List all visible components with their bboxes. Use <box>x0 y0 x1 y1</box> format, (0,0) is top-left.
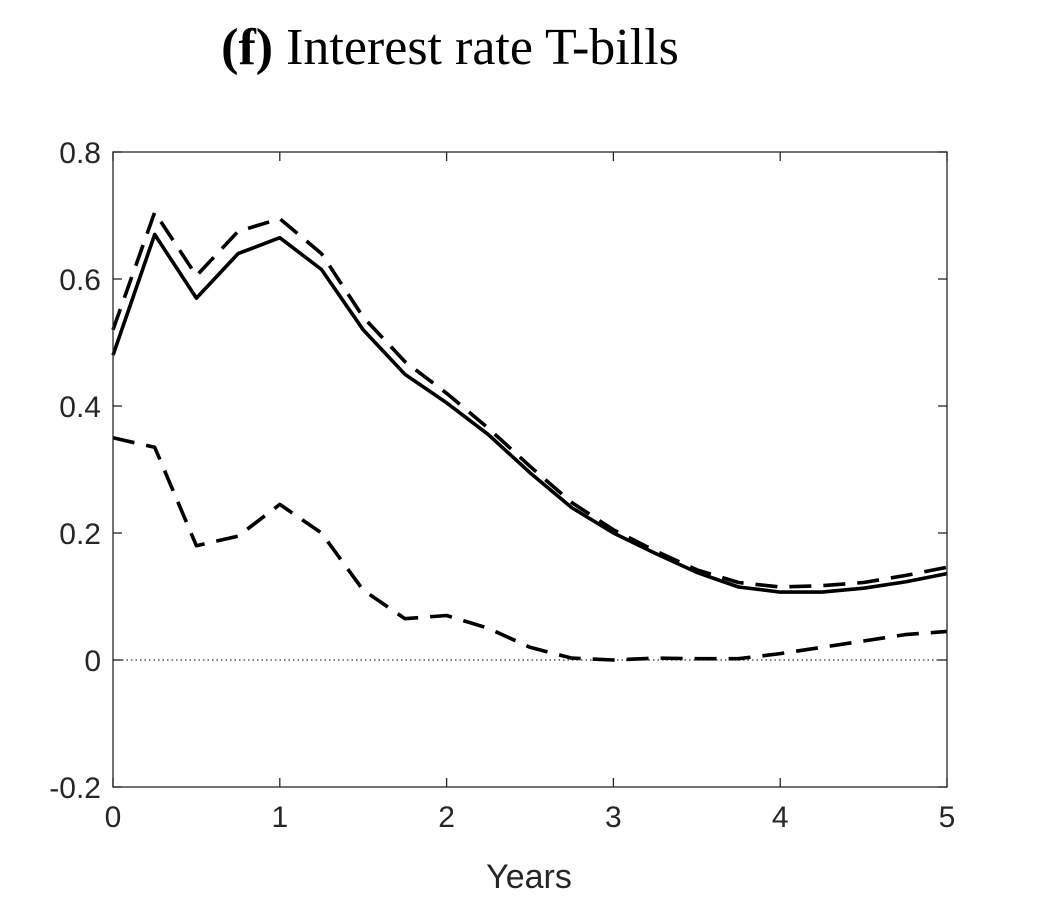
x-tick-label: 3 <box>605 801 622 834</box>
series-line-solid <box>111 232 948 594</box>
plot-area <box>111 210 948 662</box>
y-tick-label: -0.2 <box>49 772 101 805</box>
y-tick-label: 0.6 <box>59 264 101 297</box>
series-line-dashed-lower <box>112 436 948 662</box>
y-tick-label: 0.4 <box>59 391 101 424</box>
x-tick-label: 1 <box>271 801 288 834</box>
x-tick-label: 5 <box>939 801 956 834</box>
x-tick-label: 2 <box>438 801 455 834</box>
chart-title-text: Interest rate T-bills <box>286 19 679 76</box>
x-tick-label: 0 <box>105 801 122 834</box>
series-line-dashed-upper <box>111 210 948 589</box>
axes: 0 1 2 3 4 5-0.200.20.40.60.8 <box>49 137 955 834</box>
chart-title: (f) Interest rate T-bills <box>0 18 900 77</box>
y-tick-label: 0 <box>84 645 101 678</box>
x-tick-label: 4 <box>772 801 789 834</box>
panel-letter: (f) <box>221 19 274 76</box>
plot-frame <box>112 151 948 788</box>
y-tick-label: 0.2 <box>59 518 101 551</box>
y-tick-label: 0.8 <box>59 137 101 170</box>
x-axis-label: Years <box>486 858 572 896</box>
